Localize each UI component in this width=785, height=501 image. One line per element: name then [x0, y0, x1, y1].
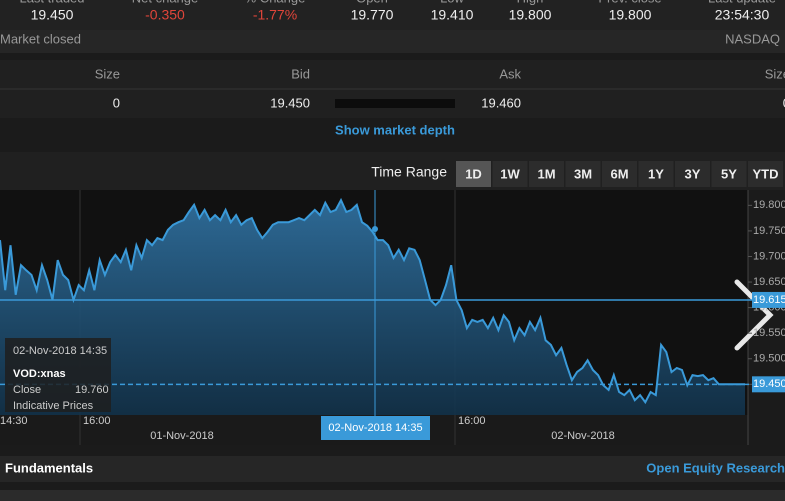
- bottom-bar: [0, 490, 785, 501]
- fundamentals-title: Fundamentals: [5, 460, 93, 475]
- x-tick-label: 02-Nov-2018: [551, 430, 615, 442]
- range-option[interactable]: 3M: [574, 166, 592, 181]
- tooltip-note: Indicative Prices: [13, 400, 94, 412]
- depth-value: 19.450: [270, 95, 310, 110]
- tooltip: [5, 338, 111, 412]
- y-tick-label: 19.750: [753, 225, 785, 237]
- y-tick-label: 19.500: [753, 353, 785, 365]
- quote-label: High: [517, 0, 544, 5]
- depth-value: 0: [113, 95, 120, 110]
- quote-label: Net change: [132, 0, 199, 5]
- range-option[interactable]: 1W: [500, 166, 520, 181]
- range-button[interactable]: [456, 161, 491, 187]
- y-tick-label: 19.650: [753, 276, 785, 288]
- marker-label: 19.615: [753, 294, 785, 306]
- market-status: Market closed: [0, 31, 81, 46]
- tooltip-value: 19.760: [75, 384, 109, 396]
- research-link[interactable]: Open Equity Research: [646, 460, 785, 475]
- quote-value: 19.800: [609, 7, 652, 23]
- range-button[interactable]: [675, 161, 710, 187]
- tooltip-date: 02-Nov-2018 14:35: [13, 345, 107, 357]
- x-tick-label: 16:00: [83, 415, 111, 427]
- marker-box: [752, 376, 785, 393]
- range-button[interactable]: [638, 161, 674, 187]
- quote-value: -0.350: [145, 7, 185, 23]
- range-button[interactable]: [565, 161, 601, 187]
- range-button[interactable]: [602, 161, 637, 187]
- marker-label: 19.450: [753, 378, 785, 390]
- quote-bar: [0, 0, 785, 30]
- quote-label: Open: [356, 0, 388, 5]
- depth-header: Size: [95, 66, 120, 81]
- range-button[interactable]: [492, 161, 528, 187]
- fundamentals-bar: [0, 456, 785, 482]
- range-button[interactable]: [711, 161, 747, 187]
- range-button[interactable]: [529, 161, 564, 187]
- range-button[interactable]: [748, 161, 783, 187]
- range-option[interactable]: 3Y: [685, 166, 701, 181]
- tooltip-field: Close: [13, 384, 41, 396]
- tooltip-symbol: VOD:xnas: [13, 368, 66, 380]
- range-option[interactable]: 1Y: [648, 166, 664, 181]
- y-tick-label: 19.550: [753, 327, 785, 339]
- marker-box: [752, 291, 785, 308]
- depth-header: Ask: [499, 66, 521, 81]
- x-tick-label: 14:30: [0, 415, 28, 427]
- crosshair-label: 02-Nov-2018 14:35: [328, 422, 422, 434]
- quote-value: 23:54:30: [715, 7, 770, 23]
- quote-value: 19.450: [31, 7, 74, 23]
- x-tick-label: 01-Nov-2018: [150, 430, 214, 442]
- y-tick-label: 19.700: [753, 250, 785, 262]
- depth-value: 0: [783, 95, 785, 110]
- range-option[interactable]: 1D: [465, 166, 482, 181]
- time-range-label: Time Range: [371, 164, 447, 180]
- price-line: [0, 197, 745, 405]
- quote-value: 19.770: [351, 7, 394, 23]
- depth-link[interactable]: Show market depth: [335, 122, 455, 137]
- depth-value: 19.460: [481, 95, 521, 110]
- quote-label: Last traded: [19, 0, 84, 5]
- depth-header: Bid: [291, 66, 310, 81]
- quote-value: 19.410: [431, 7, 474, 23]
- quote-label: Last update: [708, 0, 776, 5]
- quote-label: Low: [440, 0, 464, 5]
- status-bar: [0, 30, 785, 53]
- range-option[interactable]: 1M: [537, 166, 555, 181]
- y-tick-label: 19.800: [753, 199, 785, 211]
- price-area: [0, 200, 745, 415]
- depth-bar: [335, 99, 455, 108]
- crosshair-box: [321, 416, 430, 440]
- exchange: NASDAQ: [725, 31, 780, 46]
- depth-header: Size: [765, 66, 785, 81]
- next-arrow[interactable]: [734, 279, 774, 351]
- range-option[interactable]: 5Y: [721, 166, 737, 181]
- range-option[interactable]: 6M: [610, 166, 628, 181]
- quote-label: % Change: [245, 0, 306, 5]
- x-tick-label: 16:00: [458, 415, 486, 427]
- quote-value: -1.77%: [253, 7, 297, 23]
- crosshair-dot: [372, 226, 378, 232]
- range-option[interactable]: YTD: [753, 166, 779, 181]
- quote-label: Prev. close: [598, 0, 661, 5]
- quote-value: 19.800: [509, 7, 552, 23]
